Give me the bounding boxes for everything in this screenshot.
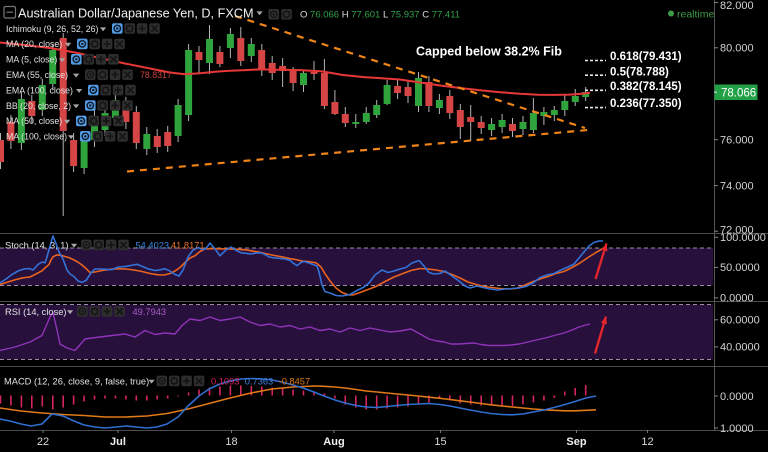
svg-text:78.8317: 78.8317 — [140, 70, 172, 80]
svg-text:MA (100, close): MA (100, close) — [6, 132, 67, 142]
svg-text:0.5(78.788): 0.5(78.788) — [610, 66, 669, 78]
svg-text:78.066: 78.066 — [721, 87, 756, 99]
svg-text:0.0000: 0.0000 — [720, 293, 754, 305]
svg-text:0.236(77.350): 0.236(77.350) — [610, 98, 682, 110]
svg-text:0.618(79.431): 0.618(79.431) — [610, 51, 682, 63]
svg-text:Capped below 38.2% Fib: Capped below 38.2% Fib — [416, 45, 562, 59]
svg-text:80.000: 80.000 — [720, 43, 754, 55]
svg-text:18: 18 — [225, 436, 237, 448]
svg-text:40.0000: 40.0000 — [720, 342, 760, 354]
svg-text:RSI (14, close): RSI (14, close) — [5, 307, 66, 317]
svg-text:60.0000: 60.0000 — [720, 315, 760, 327]
svg-text:72.000: 72.000 — [720, 224, 754, 236]
svg-text:Ichimoku (9, 26, 52, 26): Ichimoku (9, 26, 52, 26) — [6, 24, 98, 34]
svg-text:0.7363: 0.7363 — [245, 376, 273, 386]
svg-text:MA (5, close): MA (5, close) — [6, 55, 57, 65]
svg-text:22: 22 — [37, 436, 49, 448]
svg-text:15: 15 — [434, 436, 446, 448]
svg-text:0.1093: 0.1093 — [211, 376, 239, 386]
svg-text:Australian Dollar/Japanese Yen: Australian Dollar/Japanese Yen, D, FXCM — [18, 7, 254, 21]
svg-text:EMA (100, close): EMA (100, close) — [6, 85, 73, 95]
svg-text:BB (20, close, 2): BB (20, close, 2) — [6, 101, 71, 111]
svg-text:Jul: Jul — [110, 436, 126, 448]
svg-text:MACD (12, 26, close, 9, false,: MACD (12, 26, close, 9, false, true) — [4, 376, 149, 386]
svg-text:Stoch (14, 3, 1): Stoch (14, 3, 1) — [5, 240, 69, 250]
svg-text:0.0000: 0.0000 — [720, 391, 754, 403]
svg-text:O 76.066 H 77.601 L 75.937 C 7: O 76.066 H 77.601 L 75.937 C 77.411 — [300, 10, 460, 21]
svg-text:12: 12 — [641, 436, 653, 448]
svg-text:MA (50, close): MA (50, close) — [6, 116, 62, 126]
svg-text:realtime: realtime — [677, 9, 715, 21]
svg-text:50.0000: 50.0000 — [720, 262, 760, 274]
svg-text:82.000: 82.000 — [720, 0, 754, 12]
svg-text:MA (20, close): MA (20, close) — [6, 39, 62, 49]
svg-text:100.0000: 100.0000 — [720, 232, 766, 244]
svg-text:76.000: 76.000 — [720, 135, 754, 147]
svg-text:49.7943: 49.7943 — [133, 307, 167, 317]
svg-text:54.4023: 54.4023 — [136, 240, 170, 250]
svg-text:Sep: Sep — [566, 436, 586, 448]
svg-text:EMA (55, close): EMA (55, close) — [6, 70, 68, 80]
svg-text:Aug: Aug — [323, 436, 344, 448]
svg-text:-0.8457: -0.8457 — [279, 376, 311, 386]
svg-text:0.382(78.145): 0.382(78.145) — [610, 81, 682, 93]
svg-text:1.0000: 1.0000 — [720, 423, 754, 435]
svg-text:74.000: 74.000 — [720, 180, 754, 192]
svg-text:41.8171: 41.8171 — [171, 240, 205, 250]
